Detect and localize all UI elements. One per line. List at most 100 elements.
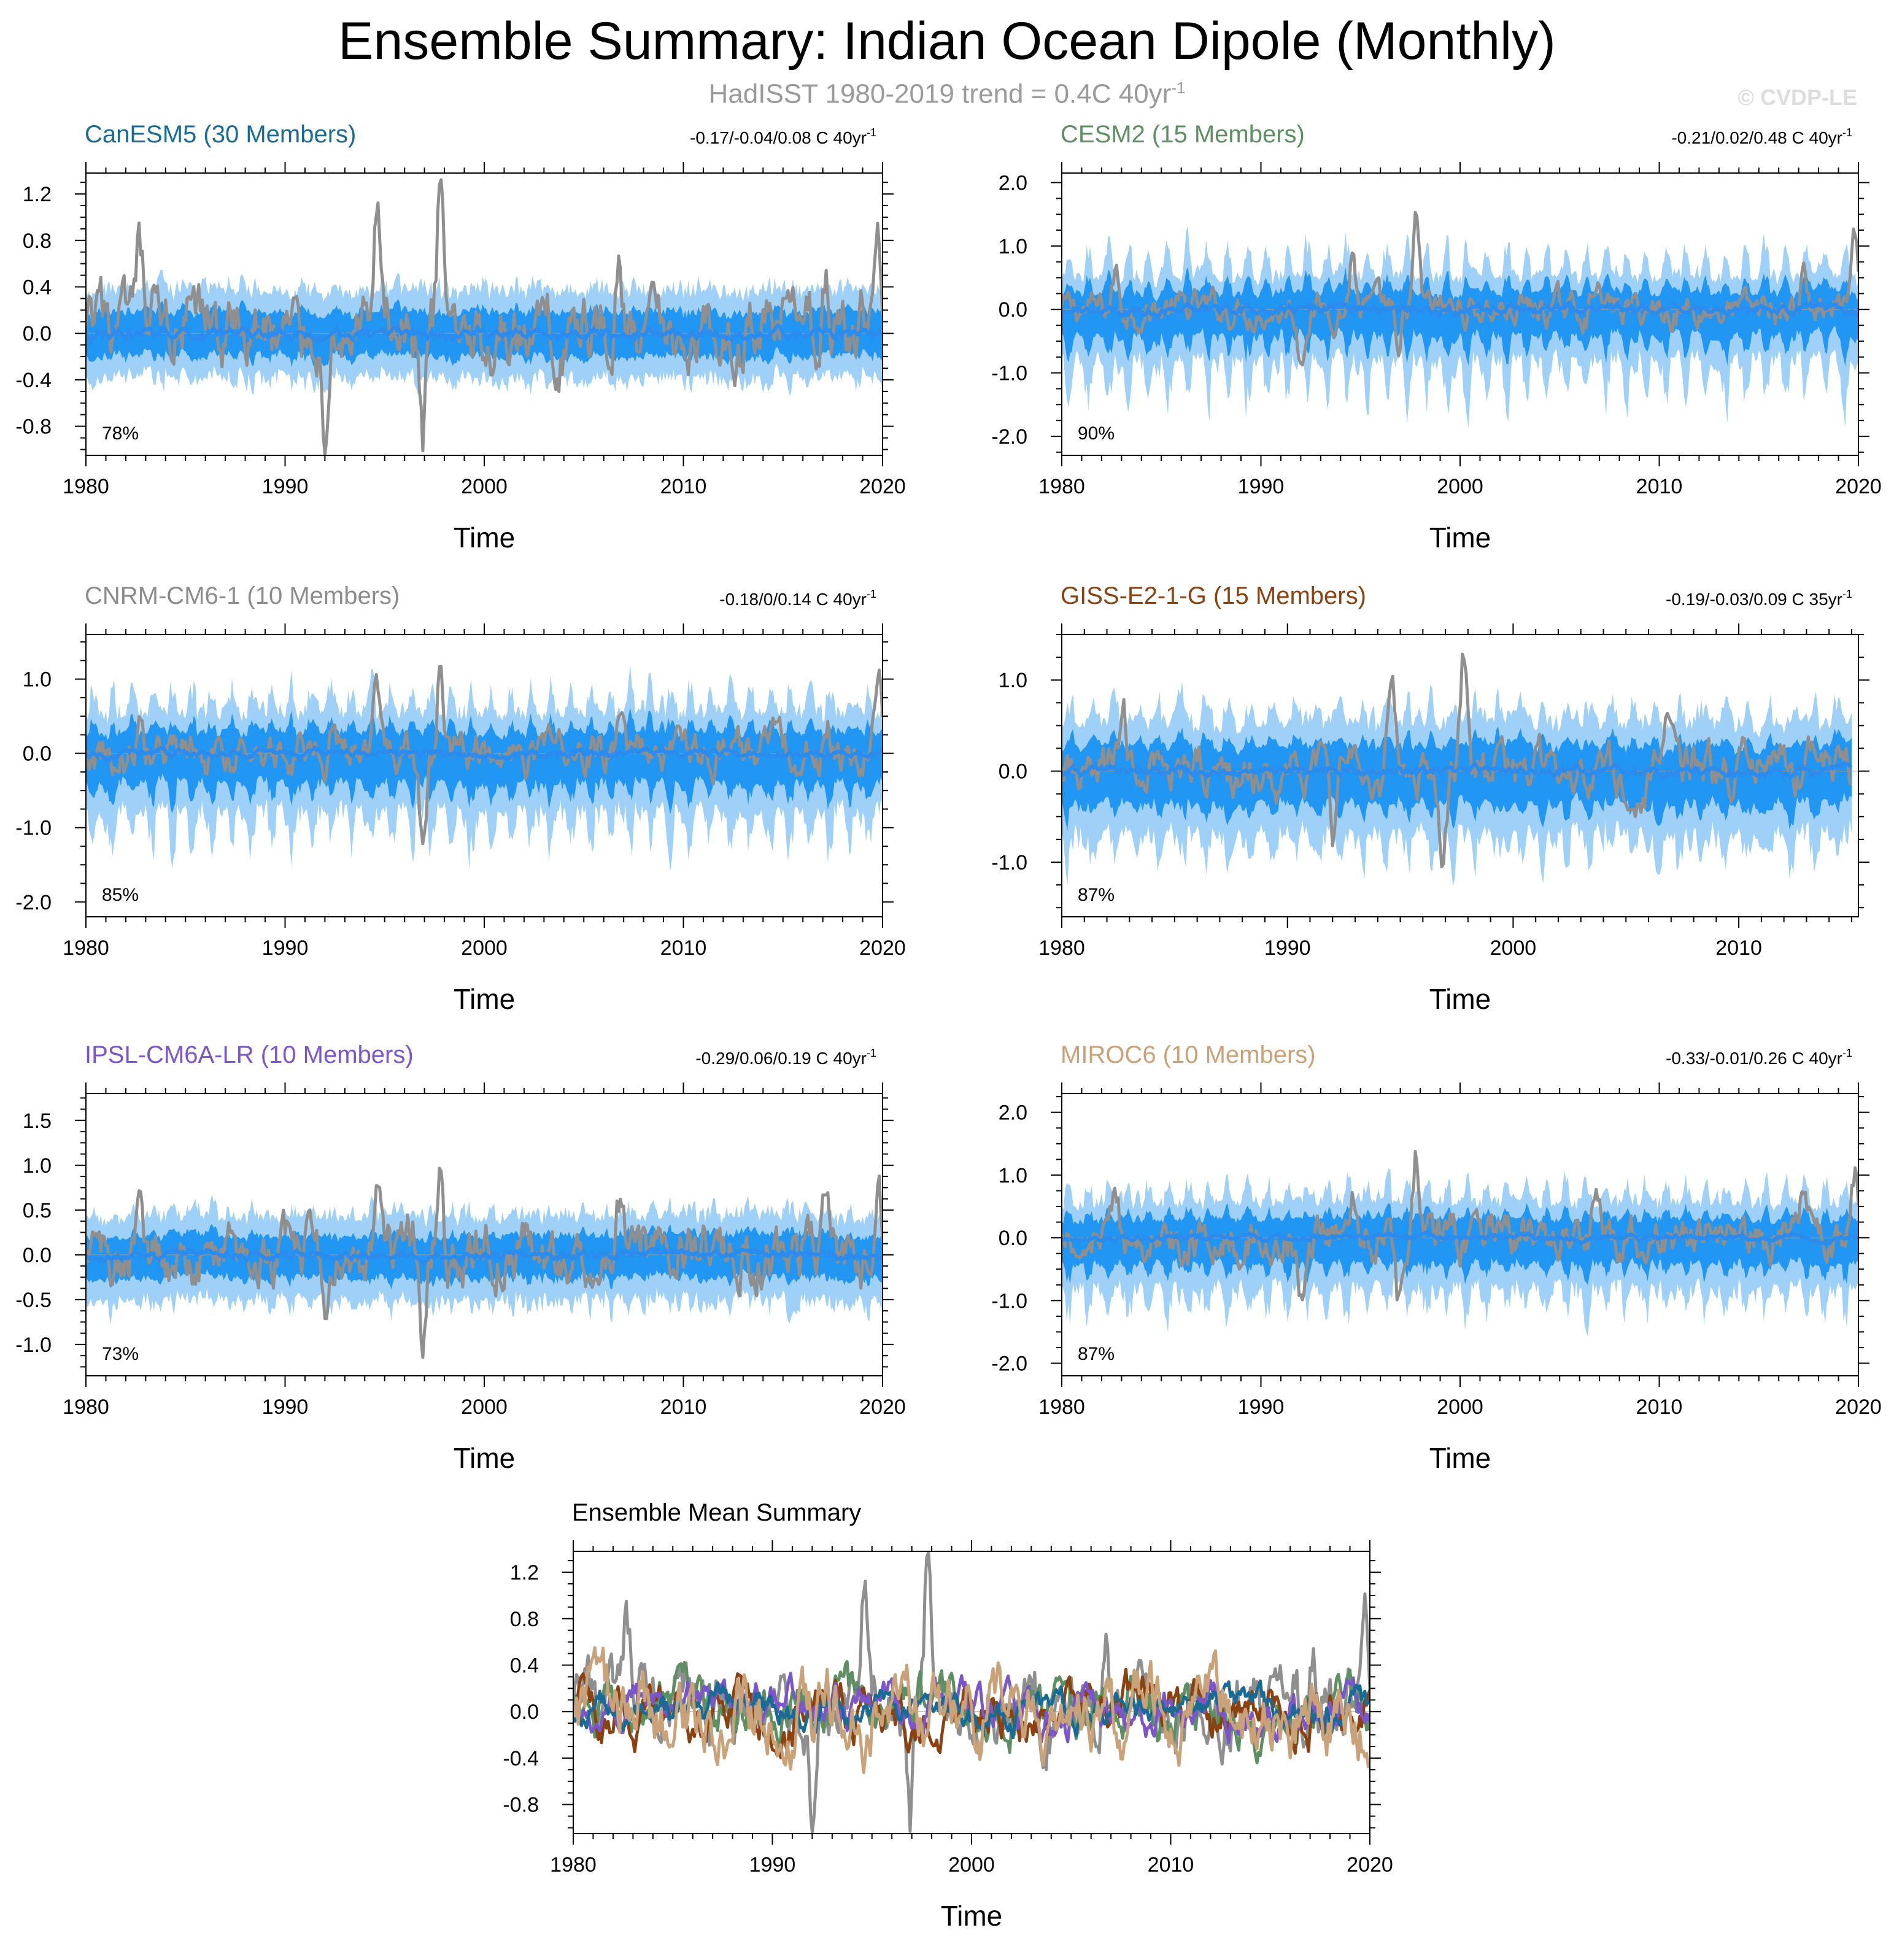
trend-sup: -1 [867,1047,876,1059]
panel-2: CNRM-CM6-1 (10 Members) -0.18/0/0.14 C 40… [15,582,905,1015]
y-tick-label: -0.4 [15,369,52,392]
x-tick-label: 2010 [1715,936,1762,960]
trend-label: -0.17/-0.04/0.08 C 40yr-1 [690,126,876,147]
panel-title: IPSL-CM6A-LR (10 Members) [85,1041,414,1068]
x-tick-label: 2020 [1347,1853,1393,1877]
watermark: © CVDP-LE [1737,85,1857,110]
x-axis-label: Time [454,983,516,1015]
figure-subtitle: HadISST 1980-2019 trend = 0.4C 40yr-1 [0,79,1894,110]
trend-sup: -1 [1842,1047,1852,1059]
x-tick-label: 1990 [262,1395,309,1419]
panel-4: IPSL-CM6A-LR (10 Members) -0.29/0.06/0.19… [15,1041,905,1474]
ensemble-mean-line [1062,299,1858,320]
panel-title: CESM2 (15 Members) [1061,121,1305,148]
x-tick-label: 1980 [63,936,109,960]
x-tick-label: 2000 [461,936,508,960]
y-tick-label: 0.0 [999,1227,1027,1250]
trend-text: -0.18/0/0.14 C 40yr [719,590,867,609]
y-tick-label: 0.0 [510,1700,539,1724]
trend-sup: -1 [1842,588,1852,600]
panel-6: Ensemble Mean Summary 1980 1990 2000 2010 202… [503,1499,1393,1932]
ensemble-mean-line [86,322,883,345]
percent-label: 87% [1078,1344,1115,1364]
ensemble-mean-line [1062,1229,1858,1246]
plot-area [86,665,883,872]
plot-area [1062,1149,1858,1337]
trend-text: -0.19/-0.03/0.09 C 35yr [1666,590,1842,609]
ensemble-mean-line [86,1246,883,1264]
trend-text: -0.29/0.06/0.19 C 40yr [695,1049,867,1068]
x-tick-label: 1980 [1038,936,1085,960]
y-tick-label: -0.8 [503,1794,539,1817]
panel-0: CanESM5 (30 Members) -0.17/-0.04/0.08 C 4… [15,121,905,554]
y-tick-label: 0.0 [999,298,1027,322]
y-tick-label: 1.0 [999,669,1027,692]
summary-line-miroc6 [573,1646,1370,1775]
y-tick-label: 2.0 [999,1102,1027,1125]
subtitle-sup: -1 [1171,79,1186,97]
plot-area [573,1551,1370,1834]
observed-line [86,178,883,455]
x-axis-label: Time [454,522,516,554]
x-tick-label: 2010 [660,936,707,960]
y-tick-label: 0.4 [510,1654,539,1678]
x-tick-label: 1980 [63,475,109,498]
percent-label: 73% [102,1344,139,1364]
band-inner [1062,267,1858,366]
subtitle-text: HadISST 1980-2019 trend = 0.4C 40yr [708,79,1172,109]
x-tick-label: 2000 [1490,936,1537,960]
y-tick-label: 0.0 [23,322,52,345]
panel-title: Ensemble Mean Summary [572,1499,861,1526]
x-tick-label: 1980 [1038,475,1085,498]
panel-title: MIROC6 (10 Members) [1061,1041,1316,1068]
y-tick-label: 0.8 [510,1608,539,1631]
x-tick-label: 2020 [1835,1395,1882,1419]
x-tick-label: 1990 [1238,475,1285,498]
percent-label: 87% [1078,885,1115,905]
panel-1: CESM2 (15 Members) -0.21/0.02/0.48 C 40yr… [991,121,1881,554]
plot-area [1062,210,1858,428]
x-tick-label: 1990 [1238,1395,1285,1419]
observed-line [86,1167,883,1359]
panel-title: GISS-E2-1-G (15 Members) [1061,582,1366,609]
band-inner [1062,1203,1858,1285]
percent-label: 90% [1078,423,1115,444]
y-tick-label: -1.0 [991,362,1027,385]
trend-text: -0.21/0.02/0.48 C 40yr [1671,128,1842,147]
x-tick-label: 1980 [550,1853,597,1877]
y-tick-label: -1.0 [991,1289,1027,1313]
ensemble-mean-line [86,744,883,763]
plot-area [1062,652,1858,887]
x-tick-label: 2000 [948,1853,995,1877]
x-tick-label: 2020 [1835,475,1882,498]
x-axis-label: Time [1429,983,1491,1015]
percent-label: 85% [102,885,139,905]
x-tick-label: 2010 [1148,1853,1194,1877]
trend-sup: -1 [867,126,876,139]
observed-line [86,665,883,846]
panel-5: MIROC6 (10 Members) -0.33/-0.01/0.26 C 40… [991,1041,1881,1474]
y-tick-label: 0.4 [23,276,52,299]
observed-line [1062,652,1853,869]
x-tick-label: 1980 [1038,1395,1085,1419]
x-tick-label: 2000 [1437,475,1483,498]
plot-area [86,178,883,455]
x-tick-label: 2020 [859,936,906,960]
y-tick-label: 1.0 [23,1154,52,1178]
y-tick-label: -0.5 [15,1289,52,1312]
x-axis-label: Time [454,1442,516,1474]
x-tick-label: 2010 [660,1395,707,1419]
trend-text: -0.17/-0.04/0.08 C 40yr [690,128,867,147]
y-tick-label: -1.0 [991,851,1027,874]
panel-title: CNRM-CM6-1 (10 Members) [85,582,400,609]
x-tick-label: 2000 [1437,1395,1483,1419]
x-tick-label: 2000 [461,475,508,498]
y-tick-label: 1.0 [23,668,52,692]
x-tick-label: 2000 [461,1395,508,1419]
plot-frame [1061,634,1859,917]
y-tick-label: -0.8 [15,415,52,439]
x-tick-label: 2020 [859,475,906,498]
y-tick-label: -2.0 [991,425,1027,449]
trend-sup: -1 [867,588,876,600]
x-tick-label: 2020 [859,1395,906,1419]
